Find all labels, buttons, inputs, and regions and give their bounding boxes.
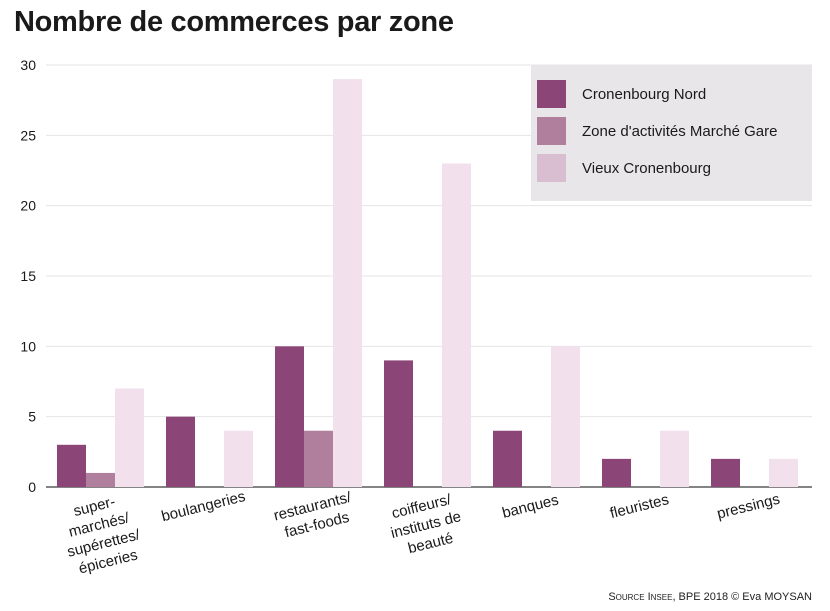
bar [86, 472, 115, 487]
legend-swatch [537, 80, 566, 108]
source-prefix: Source Insee [608, 591, 673, 603]
bar [660, 430, 689, 487]
bar [333, 79, 362, 488]
chart-title: Nombre de commerces par zone [14, 6, 454, 38]
source-rest: , BPE 2018 © Eva MOYSAN [672, 591, 812, 603]
legend-swatch [537, 154, 566, 182]
bar [769, 458, 798, 487]
x-tick-label-line: pressings [715, 491, 781, 523]
x-tick-label: boulangeries [160, 488, 247, 525]
bar [442, 163, 471, 487]
legend-label: Zone d'activités Marché Gare [582, 123, 777, 140]
x-tick-label: super-marchés/supérettes/épiceries [66, 493, 143, 577]
bar [602, 458, 631, 487]
y-tick-label: 30 [20, 57, 36, 73]
x-tick-label-line: fleuristes [608, 491, 670, 522]
bar [384, 360, 413, 487]
legend: Cronenbourg Nord Zone d'activités Marché … [531, 65, 812, 201]
legend-swatch [537, 117, 566, 145]
bar [224, 430, 253, 487]
bar [275, 346, 304, 487]
x-axis-labels: super-marchés/supérettes/épiceries boulan… [66, 488, 782, 577]
legend-label: Cronenbourg Nord [582, 86, 706, 103]
bar [304, 430, 333, 487]
legend-label: Vieux Cronenbourg [582, 160, 711, 177]
x-tick-label-line: boulangeries [160, 488, 247, 525]
bar [166, 416, 195, 487]
bars [57, 79, 798, 488]
legend-box [531, 65, 812, 201]
y-tick-label: 25 [20, 127, 36, 143]
y-tick-label: 5 [28, 409, 36, 425]
x-tick-label: banques [500, 491, 560, 521]
x-tick-label-line: banques [500, 491, 560, 521]
bar [115, 388, 144, 487]
bar [57, 444, 86, 487]
y-axis-ticks: 0 5 10 15 20 25 30 [20, 57, 36, 495]
bar [551, 346, 580, 487]
y-tick-label: 20 [20, 198, 36, 214]
y-tick-label: 10 [20, 338, 36, 354]
x-tick-label: restaurants/fast-foods [272, 489, 354, 542]
bar [711, 458, 740, 487]
y-tick-label: 0 [28, 479, 36, 495]
y-tick-label: 15 [20, 268, 36, 284]
chart-source: Source Insee, BPE 2018 © Eva MOYSAN [608, 591, 812, 603]
x-tick-label: pressings [715, 491, 781, 523]
bar [493, 430, 522, 487]
x-tick-label: fleuristes [608, 491, 670, 522]
